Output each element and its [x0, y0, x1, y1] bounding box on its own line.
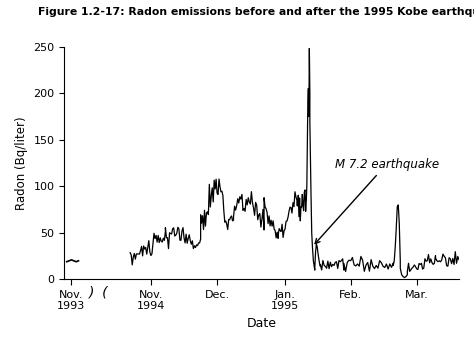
Text: )  (: ) (	[89, 285, 108, 299]
Text: Figure 1.2-17: Radon emissions before and after the 1995 Kobe earthquake.: Figure 1.2-17: Radon emissions before an…	[38, 7, 474, 17]
Y-axis label: Radon (Bq/liter): Radon (Bq/liter)	[15, 116, 28, 210]
X-axis label: Date: Date	[246, 317, 277, 330]
Text: M 7.2 earthquake: M 7.2 earthquake	[315, 158, 438, 244]
